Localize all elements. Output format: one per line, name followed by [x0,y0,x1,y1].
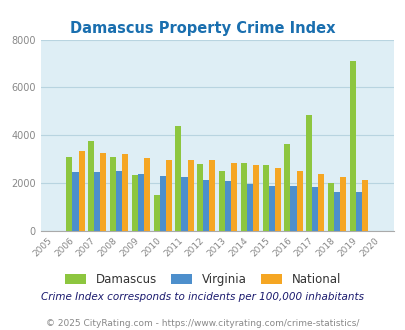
Bar [66,157,72,231]
Text: Damascus Property Crime Index: Damascus Property Crime Index [70,21,335,36]
Bar [122,154,128,231]
Bar [100,153,106,231]
Bar [333,191,339,231]
Bar [361,180,367,231]
Bar [159,176,165,231]
Bar [355,191,361,231]
Bar [339,177,345,231]
Bar [318,174,324,231]
Bar [224,181,230,231]
Bar [165,160,171,231]
Bar [144,158,150,231]
Bar [268,185,274,231]
Bar [240,163,246,231]
Bar [110,157,116,231]
Bar [94,172,100,231]
Bar [187,160,193,231]
Bar [181,177,187,231]
Bar [305,115,311,231]
Bar [153,195,159,231]
Bar [311,187,318,231]
Bar [349,61,355,231]
Text: © 2025 CityRating.com - https://www.cityrating.com/crime-statistics/: © 2025 CityRating.com - https://www.city… [46,319,359,328]
Bar [116,171,122,231]
Bar [284,144,290,231]
Bar [175,126,181,231]
Text: Crime Index corresponds to incidents per 100,000 inhabitants: Crime Index corresponds to incidents per… [41,292,364,302]
Bar [327,183,333,231]
Legend: Damascus, Virginia, National: Damascus, Virginia, National [60,268,345,291]
Bar [203,180,209,231]
Bar [88,141,94,231]
Bar [131,175,138,231]
Bar [296,171,302,231]
Bar [78,151,84,231]
Bar [230,163,237,231]
Bar [209,160,215,231]
Bar [246,184,252,231]
Bar [138,174,144,231]
Bar [218,171,224,231]
Bar [72,172,78,231]
Bar [262,165,268,231]
Bar [252,165,258,231]
Bar [274,168,280,231]
Bar [290,186,296,231]
Bar [197,164,203,231]
